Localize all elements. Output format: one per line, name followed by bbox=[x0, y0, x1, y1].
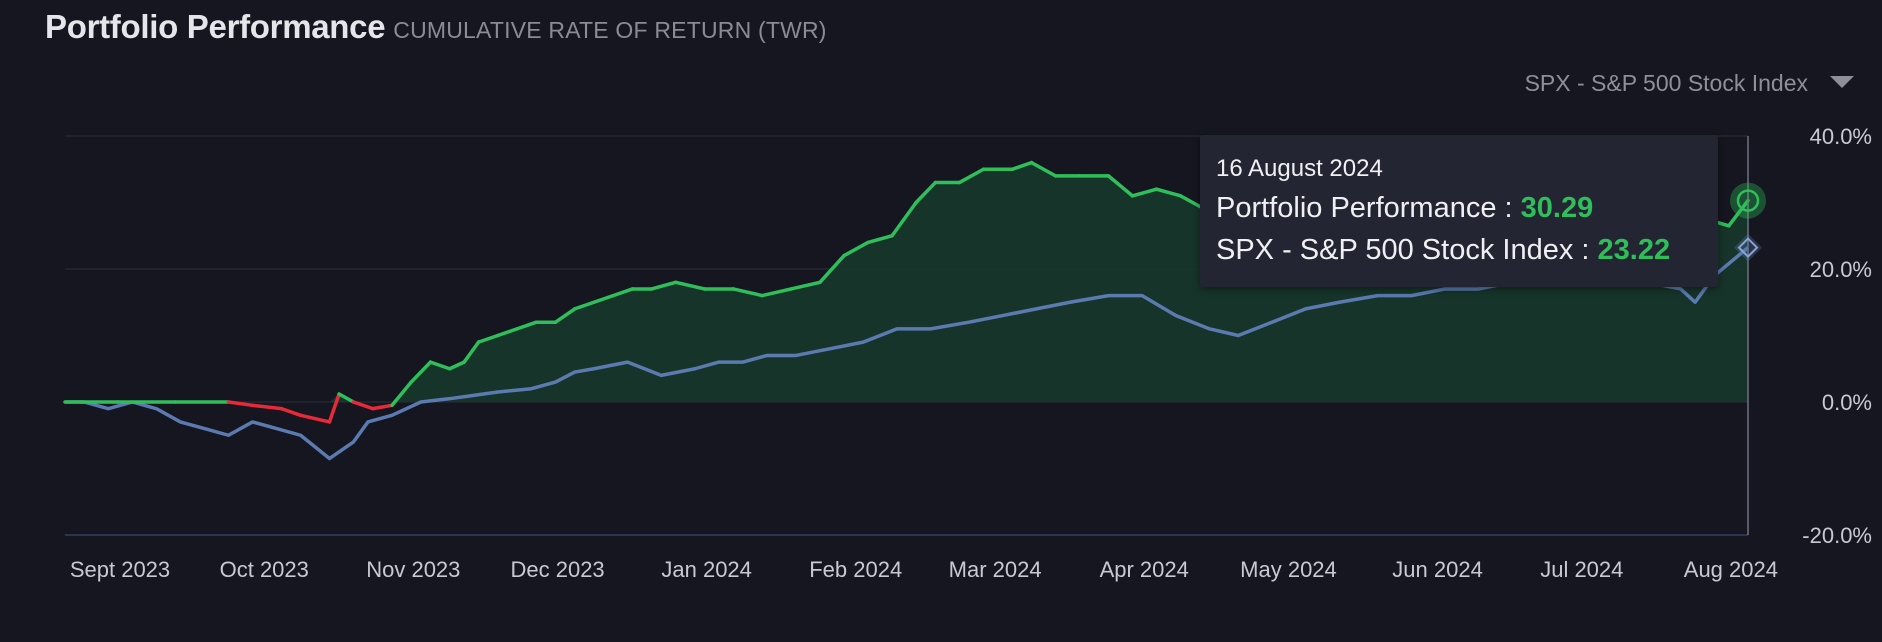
portfolio-series-segment bbox=[1106, 174, 1135, 198]
x-tick-label: Mar 2024 bbox=[949, 557, 1042, 582]
portfolio-series-segment bbox=[957, 167, 986, 185]
x-tick-label: Feb 2024 bbox=[809, 557, 902, 582]
portfolio-series-segment bbox=[890, 200, 918, 238]
portfolio-series-segment bbox=[914, 180, 938, 205]
x-tick-label: Oct 2023 bbox=[220, 557, 309, 582]
portfolio-marker bbox=[1736, 189, 1760, 212]
portfolio-series-segment bbox=[428, 360, 452, 371]
x-tick-label: May 2024 bbox=[1240, 557, 1337, 582]
portfolio-series-segment bbox=[572, 300, 596, 311]
x-tick-label: Jul 2024 bbox=[1540, 557, 1623, 582]
portfolio-series-segment bbox=[611, 287, 635, 298]
tooltip-benchmark-label: SPX - S&P 500 Stock Index : bbox=[1216, 234, 1598, 266]
x-tick-label: Dec 2023 bbox=[510, 557, 604, 582]
portfolio-series-segment bbox=[390, 380, 413, 408]
x-tick-label: Nov 2023 bbox=[366, 557, 460, 582]
x-tick-label: Apr 2024 bbox=[1100, 557, 1189, 582]
y-tick-label: 40.0% bbox=[1810, 124, 1872, 149]
portfolio-series-segment bbox=[1130, 187, 1159, 198]
portfolio-series-segment bbox=[1029, 160, 1058, 178]
benchmark-select-label: SPX - S&P 500 Stock Index bbox=[1524, 70, 1808, 96]
portfolio-marker-halo bbox=[1730, 182, 1766, 219]
portfolio-series-segment bbox=[226, 400, 255, 408]
page-subtitle: CUMULATIVE RATE OF RETURN (TWR) bbox=[393, 17, 827, 43]
portfolio-series-segment bbox=[496, 327, 519, 338]
portfolio-series-segment bbox=[592, 293, 615, 304]
y-tick-label: 20.0% bbox=[1810, 257, 1872, 282]
page-title: Portfolio Performance bbox=[45, 8, 386, 45]
x-tick-label: Aug 2024 bbox=[1684, 557, 1778, 582]
y-tick-label: 0.0% bbox=[1822, 390, 1872, 415]
portfolio-series-segment bbox=[476, 333, 500, 344]
portfolio-series-segment bbox=[409, 360, 433, 384]
portfolio-series-segment bbox=[649, 280, 678, 291]
tooltip-portfolio-row: Portfolio Performance : 30.29 bbox=[1216, 192, 1593, 225]
portfolio-series-segment bbox=[515, 320, 538, 331]
chart-header: Portfolio Performance CUMULATIVE RATE OF … bbox=[45, 8, 827, 46]
y-tick-label: -20.0% bbox=[1802, 523, 1872, 548]
portfolio-series-segment bbox=[760, 287, 793, 298]
portfolio-series-segment bbox=[731, 287, 764, 298]
chevron-down-icon[interactable] bbox=[1830, 75, 1854, 88]
tooltip-portfolio-value: 30.29 bbox=[1520, 192, 1594, 224]
portfolio-series-segment bbox=[842, 240, 870, 258]
tooltip-date: 16 August 2024 bbox=[1216, 155, 1383, 182]
portfolio-series-segment bbox=[327, 392, 341, 424]
x-tick-label: Jan 2024 bbox=[661, 557, 752, 582]
portfolio-series-segment bbox=[818, 253, 846, 285]
benchmark-marker bbox=[1737, 237, 1759, 259]
portfolio-series-segment bbox=[447, 360, 466, 371]
portfolio-series-segment bbox=[298, 413, 332, 424]
benchmark-series-line bbox=[65, 246, 1750, 461]
tooltip-benchmark-value: 23.22 bbox=[1597, 234, 1671, 266]
chart-tooltip: 16 August 2024 Portfolio Performance : 3… bbox=[1200, 135, 1718, 287]
tooltip-portfolio-label: Portfolio Performance : bbox=[1216, 192, 1521, 224]
portfolio-series-segment bbox=[673, 280, 707, 291]
portfolio-series-segment bbox=[337, 392, 356, 404]
portfolio-series-segment bbox=[250, 403, 284, 411]
portfolio-series-segment bbox=[1010, 160, 1034, 171]
x-tick-label: Jun 2024 bbox=[1392, 557, 1483, 582]
benchmark-marker-halo bbox=[1734, 233, 1762, 262]
portfolio-series-segment bbox=[279, 406, 303, 418]
portfolio-series-segment bbox=[351, 400, 375, 411]
portfolio-series-segment bbox=[553, 307, 577, 324]
portfolio-series-segment bbox=[462, 340, 481, 364]
portfolio-series-segment bbox=[789, 280, 822, 291]
portfolio-series-segment bbox=[1727, 198, 1750, 228]
portfolio-series-segment bbox=[866, 234, 894, 245]
tooltip-benchmark-row: SPX - S&P 500 Stock Index : 23.22 bbox=[1216, 234, 1670, 267]
portfolio-area bbox=[65, 162, 1748, 402]
benchmark-select[interactable]: SPX - S&P 500 Stock Index bbox=[1525, 70, 1854, 97]
portfolio-series-segment bbox=[370, 403, 394, 411]
portfolio-series-segment bbox=[1154, 187, 1183, 198]
x-tick-label: Sept 2023 bbox=[70, 557, 170, 582]
